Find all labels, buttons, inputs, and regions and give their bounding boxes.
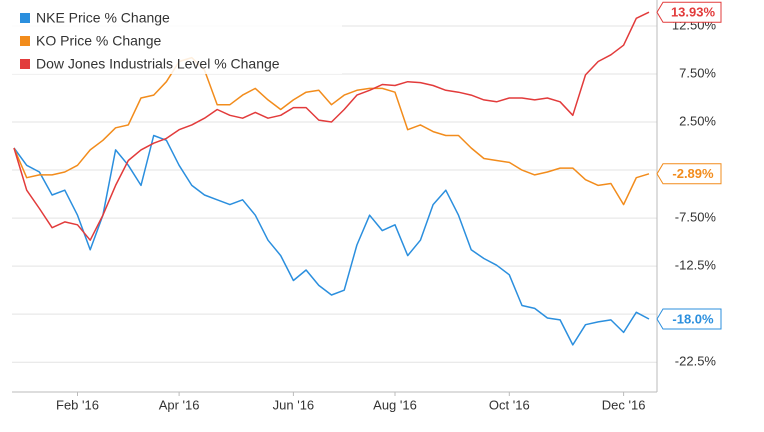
- end-label: -18.0%: [656, 308, 722, 330]
- legend-swatch: [20, 36, 30, 46]
- series-line: [13, 11, 650, 241]
- legend-label: KO Price % Change: [36, 33, 161, 49]
- end-label: 13.93%: [656, 1, 722, 23]
- legend-bg: [12, 4, 342, 74]
- end-label-text: 13.93%: [671, 5, 716, 20]
- legend-swatch: [20, 13, 30, 23]
- legend-label: Dow Jones Industrials Level % Change: [36, 56, 280, 72]
- x-tick-label: Jun '16: [273, 397, 315, 412]
- end-label-box: [656, 163, 722, 185]
- legend-label: NKE Price % Change: [36, 10, 170, 26]
- end-label: -2.89%: [656, 163, 722, 185]
- end-label-text: -2.89%: [672, 166, 714, 181]
- y-tick-label: -12.5%: [675, 258, 717, 273]
- y-tick-label: -22.5%: [675, 354, 717, 369]
- end-label-box: [656, 1, 722, 23]
- legend: NKE Price % Change KO Price % Change Dow J…: [12, 4, 342, 74]
- y-tick-label: 7.50%: [679, 65, 716, 80]
- x-tick-label: Apr '16: [159, 397, 200, 412]
- y-tick-label: 2.50%: [679, 113, 716, 128]
- x-tick-label: Dec '16: [602, 397, 646, 412]
- series-line: [13, 134, 650, 346]
- end-label-text: -18.0%: [672, 311, 714, 326]
- x-tick-label: Feb '16: [56, 397, 99, 412]
- series-line: [13, 56, 650, 206]
- end-label-box: [656, 308, 722, 330]
- x-tick-label: Aug '16: [373, 397, 417, 412]
- y-tick-label: -7.50%: [675, 210, 717, 225]
- x-tick-label: Oct '16: [489, 397, 530, 412]
- legend-swatch: [20, 59, 30, 69]
